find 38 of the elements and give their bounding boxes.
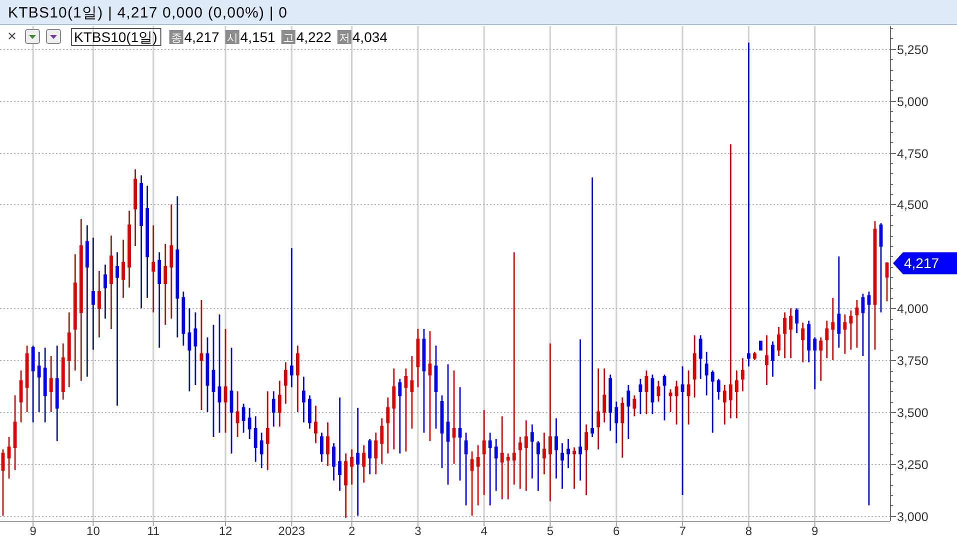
y-tick-label: 3,250: [897, 458, 928, 472]
badge: 종: [169, 30, 184, 44]
y-tick-label: 5,250: [897, 43, 928, 57]
x-tick-label: 10: [86, 524, 100, 538]
x-tick-label: 3: [414, 524, 422, 538]
y-tick-label: 4,750: [897, 147, 928, 161]
chart-title: KTBS10(1일) | 4,217 0,000 (0,00%) | 0: [8, 4, 288, 22]
badge: 저: [337, 30, 352, 44]
header: KTBS10(1일) | 4,217 0,000 (0,00%) | 0: [0, 0, 957, 25]
annotation: 4,222: [296, 29, 332, 45]
x-tick-label: 12: [218, 524, 232, 538]
badge: 시: [225, 30, 240, 44]
badge: 고: [281, 30, 296, 44]
x-tick-label: 9: [30, 524, 37, 538]
x-tick-label: 6: [613, 524, 620, 538]
annotation: 4,034: [352, 29, 388, 45]
x-tick-label: 2023: [278, 524, 306, 538]
annotation: 시: [226, 32, 238, 44]
annotation: 4,217: [184, 29, 220, 45]
annotation: 종: [170, 32, 182, 44]
x-tick-label: 2: [348, 524, 356, 538]
y-tick-label: 3,000: [897, 510, 928, 524]
annotation: 4,151: [240, 29, 276, 45]
text: KTBS10(1일): [74, 29, 158, 45]
x-tick-label: 5: [546, 524, 554, 538]
y-tick-label: 4,500: [897, 198, 928, 212]
annotation: 고: [282, 32, 294, 44]
x-tick-label: 7: [679, 524, 686, 538]
y-tick-label: 4,000: [897, 302, 928, 316]
y-tick-label: 3,500: [897, 406, 928, 420]
x-tick-label: 9: [811, 524, 818, 538]
x-tick-label: 11: [147, 524, 160, 538]
annotation: 저: [338, 32, 350, 44]
x-tick-label: 8: [745, 524, 752, 538]
y-tick-label: 3,750: [897, 354, 928, 368]
x-tick-label: 4: [480, 524, 488, 538]
price-tag: 4,217: [893, 252, 957, 274]
y-tick-label: 5,000: [897, 95, 928, 109]
